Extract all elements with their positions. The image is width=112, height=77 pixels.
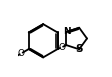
Text: O: O — [18, 49, 25, 58]
Text: N: N — [63, 27, 70, 36]
Text: O: O — [58, 43, 65, 52]
Text: S: S — [75, 44, 83, 54]
